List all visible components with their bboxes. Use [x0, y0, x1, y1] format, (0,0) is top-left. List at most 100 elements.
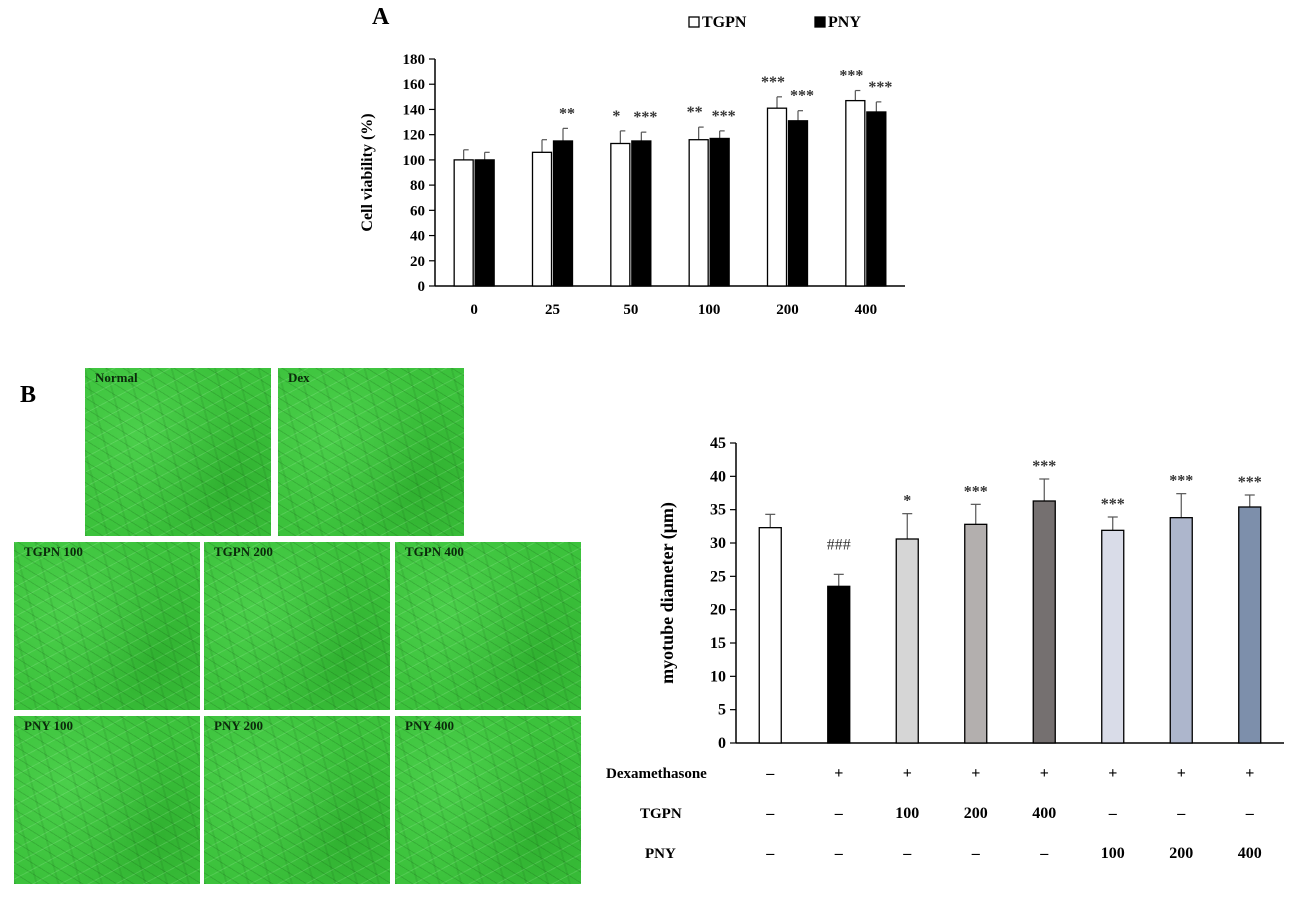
treatment-cell: –	[902, 845, 912, 862]
significance-marker: ***	[1032, 458, 1056, 475]
micrograph-tgpn-200: TGPN 200	[204, 542, 390, 710]
y-tick-label: 40	[710, 468, 726, 485]
legend-swatch-pny	[814, 16, 826, 28]
bar	[758, 527, 782, 744]
treatment-cell: –	[765, 845, 775, 862]
bar-pny	[787, 120, 809, 287]
y-axis-label: Cell viability (%)	[359, 113, 376, 231]
treatment-cell: –	[765, 805, 775, 822]
bar-pny	[866, 111, 887, 287]
treatment-cell: –	[1176, 805, 1186, 822]
micrograph-label: TGPN 100	[24, 544, 83, 559]
x-tick-label: 25	[545, 302, 560, 318]
micrograph-label: PNY 200	[214, 718, 263, 733]
y-tick-label: 160	[403, 77, 426, 93]
treatment-cell: +	[971, 765, 980, 782]
bar	[895, 538, 919, 744]
bar-tgpn	[531, 151, 553, 287]
y-tick-label: 40	[410, 229, 425, 245]
y-tick-label: 30	[710, 535, 726, 552]
bar	[1032, 500, 1056, 744]
x-tick-label: 400	[855, 302, 878, 318]
x-tick-label: 50	[623, 302, 638, 318]
treatment-cell: –	[834, 845, 844, 862]
y-tick-label: 120	[403, 128, 426, 144]
micrograph-normal: Normal	[85, 368, 271, 536]
panel-a-label: A	[372, 4, 390, 30]
y-tick-label: 100	[403, 153, 426, 169]
micrograph-pny-100: PNY 100	[14, 716, 200, 884]
x-tick-label: 200	[776, 302, 799, 318]
bar-tgpn	[766, 107, 788, 287]
y-tick-label: 15	[710, 635, 726, 652]
x-tick-label: 0	[470, 302, 478, 318]
significance-marker: ***	[790, 88, 814, 105]
micrograph-tgpn-400: TGPN 400	[395, 542, 581, 710]
y-axis-label: myotube diameter (μm)	[657, 502, 678, 684]
treatment-cell: +	[903, 765, 912, 782]
significance-marker: **	[559, 105, 575, 122]
significance-marker: *	[612, 108, 620, 125]
bar-tgpn	[610, 142, 631, 287]
y-tick-label: 5	[718, 702, 726, 719]
y-tick-label: 60	[410, 203, 425, 219]
treatment-cell: +	[1177, 765, 1186, 782]
micrograph-label: PNY 400	[405, 718, 454, 733]
significance-marker: ***	[761, 74, 785, 91]
treatment-row-label: PNY	[645, 846, 676, 862]
bar-pny	[631, 140, 652, 287]
treatment-cell: –	[834, 805, 844, 822]
treatment-cell: 200	[1169, 845, 1193, 862]
significance-marker: ***	[712, 108, 736, 125]
y-tick-label: 0	[418, 279, 426, 295]
bar-pny	[709, 137, 730, 287]
legend-label: PNY	[828, 14, 861, 31]
bar	[827, 585, 851, 744]
bar	[1238, 506, 1262, 744]
treatment-cell: +	[834, 765, 843, 782]
micrograph-dex: Dex	[278, 368, 464, 536]
bar-pny	[552, 140, 574, 287]
y-tick-label: 180	[403, 52, 426, 68]
treatment-cell: 100	[1101, 845, 1125, 862]
bar	[1101, 529, 1125, 744]
treatment-cell: 100	[895, 805, 919, 822]
treatment-cell: –	[1245, 805, 1255, 822]
micrograph-label: TGPN 400	[405, 544, 464, 559]
y-tick-label: 20	[410, 254, 425, 270]
micrograph-label: PNY 100	[24, 718, 73, 733]
significance-marker: ***	[1169, 473, 1193, 490]
y-tick-label: 20	[710, 602, 726, 619]
significance-marker: ***	[1238, 474, 1262, 491]
y-tick-label: 25	[710, 568, 726, 585]
cell-viability-chart: 0 20 40 60 80 100 120 140 160 180 Cell viability (…	[359, 14, 905, 318]
significance-marker: ***	[839, 68, 863, 85]
significance-marker: **	[687, 104, 703, 121]
treatment-cell: –	[971, 845, 981, 862]
y-tick-label: 80	[410, 178, 425, 194]
significance-marker: ***	[633, 109, 657, 126]
treatment-cell: +	[1108, 765, 1117, 782]
bar-pny	[474, 159, 495, 287]
y-tick-label: 35	[710, 502, 726, 519]
bar	[1169, 517, 1193, 744]
significance-marker: ***	[1101, 496, 1125, 513]
micrograph-label: Dex	[288, 370, 310, 385]
y-tick-label: 0	[718, 735, 726, 752]
treatment-row-label: Dexamethasone	[606, 766, 707, 782]
micrograph-tgpn-100: TGPN 100	[14, 542, 200, 710]
micrograph-label: Normal	[95, 370, 138, 385]
micrograph-label: TGPN 200	[214, 544, 273, 559]
treatment-cell: 400	[1238, 845, 1262, 862]
y-tick-label: 10	[710, 668, 726, 685]
significance-marker: ###	[827, 536, 851, 553]
significance-marker: *	[903, 493, 911, 510]
micrograph-pny-200: PNY 200	[204, 716, 390, 884]
x-tick-label: 100	[698, 302, 721, 318]
treatment-cell: +	[1245, 765, 1254, 782]
y-tick-label: 45	[710, 435, 726, 452]
treatment-row-label: TGPN	[640, 806, 682, 822]
legend-swatch-tgpn	[688, 16, 700, 28]
panel-b-label: B	[20, 382, 37, 408]
significance-marker: ***	[868, 79, 892, 96]
